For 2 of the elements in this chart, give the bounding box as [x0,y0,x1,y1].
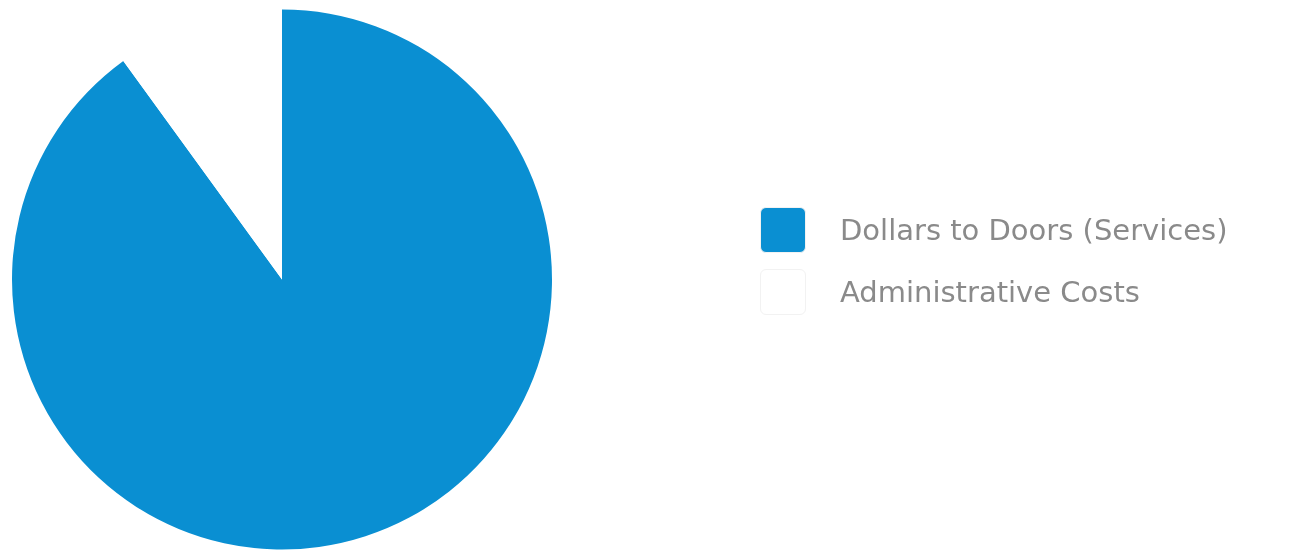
legend-label: Dollars to Doors (Services) [840,213,1228,247]
legend-label: Administrative Costs [840,275,1140,309]
